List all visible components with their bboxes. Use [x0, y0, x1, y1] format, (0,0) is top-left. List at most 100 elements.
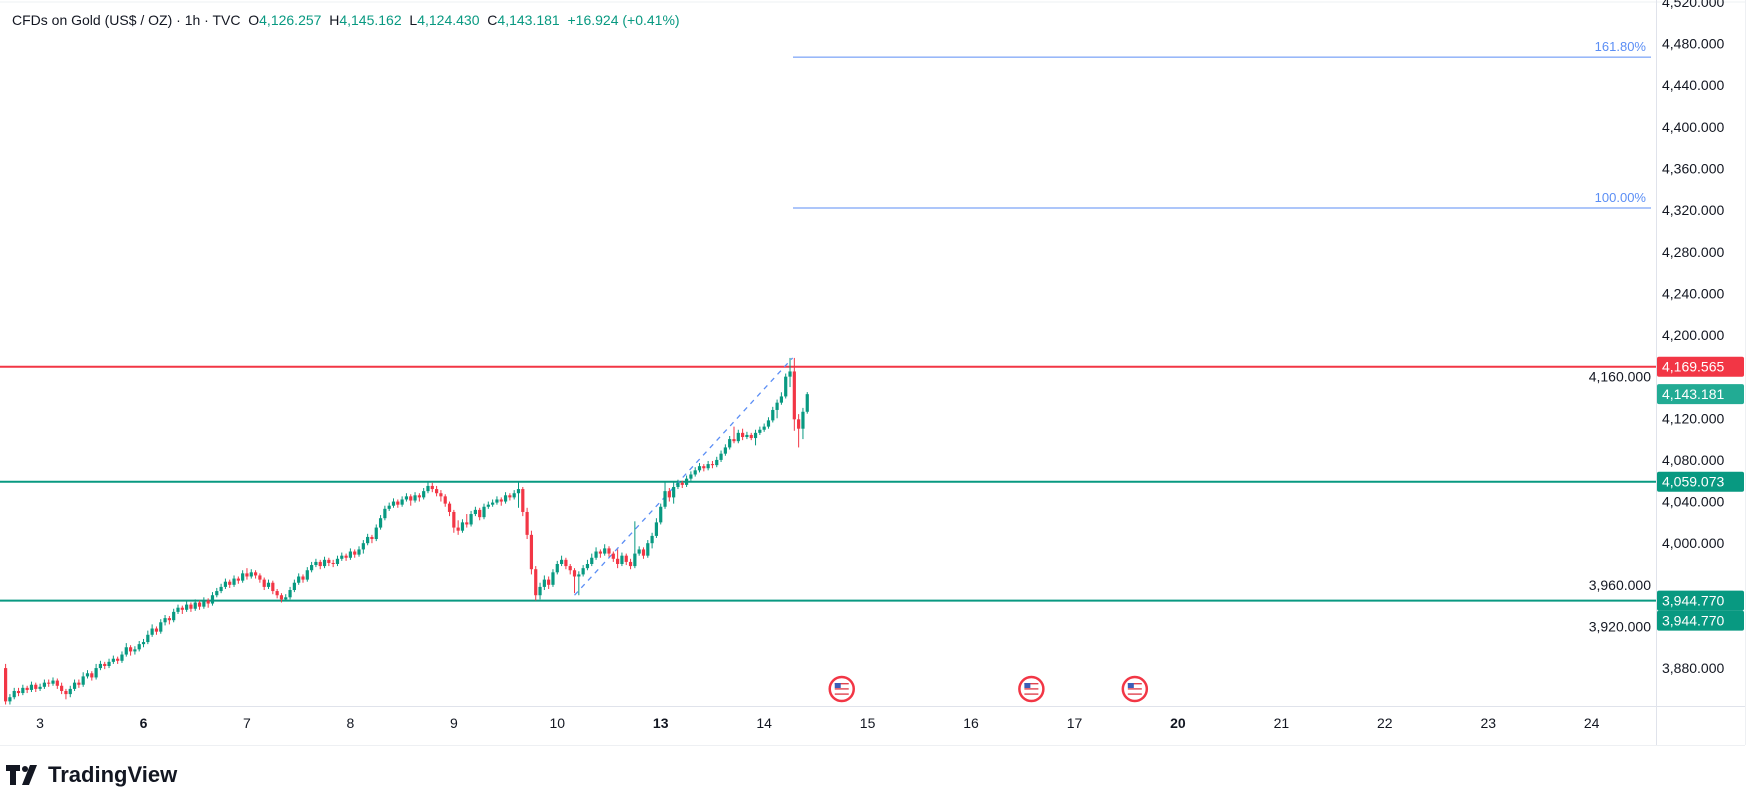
candle-up: [706, 464, 710, 469]
flag-canton: [1127, 683, 1134, 688]
candle-down: [279, 595, 284, 600]
close-value: 4,143.181: [497, 12, 560, 28]
candle-down: [430, 485, 434, 490]
candle-up: [590, 557, 594, 564]
candle-up: [172, 611, 176, 621]
candle-down: [611, 553, 615, 559]
x-tick-label: 8: [347, 715, 355, 731]
x-tick-label: 24: [1584, 715, 1600, 731]
candle-up: [672, 486, 676, 498]
candle-up: [223, 581, 228, 587]
candle-down: [564, 559, 568, 567]
candle-down: [154, 628, 159, 632]
candle-up: [762, 426, 766, 430]
flag-stripe: [1127, 690, 1142, 693]
candle-up: [85, 673, 90, 677]
candle-up: [659, 506, 663, 523]
flag-stripe: [834, 693, 849, 695]
y-tick-label: 4,360.000: [1662, 160, 1724, 176]
x-tick-label: 10: [549, 715, 565, 731]
candle-down: [353, 551, 357, 555]
flag-stripe: [834, 685, 849, 687]
low-value: 4,124.430: [417, 12, 480, 28]
candle-up: [663, 491, 667, 507]
us-flag-icon[interactable]: [828, 675, 855, 703]
candle-up: [736, 432, 740, 442]
candle-up: [176, 607, 180, 612]
candle-down: [710, 464, 715, 466]
candle-up: [314, 561, 318, 566]
tradingview-logo[interactable]: TradingView: [6, 762, 177, 788]
candle-down: [327, 559, 331, 563]
candle-up: [42, 682, 46, 687]
candle-up: [766, 420, 771, 427]
candle-down: [245, 573, 249, 577]
candle-up: [654, 522, 659, 536]
candle-up: [159, 622, 163, 632]
high-value: 4,145.162: [339, 12, 402, 28]
candle-down: [439, 493, 443, 497]
candle-up: [94, 668, 98, 678]
y-tick-label: 4,120.000: [1662, 410, 1724, 426]
flag-stripe: [1127, 683, 1142, 685]
candle-up: [684, 478, 689, 485]
trend-line: [574, 357, 794, 596]
price-label-box: [1657, 590, 1744, 611]
candle-up: [633, 553, 637, 567]
candle-up: [404, 496, 409, 500]
candle-down: [616, 558, 620, 564]
y-tick-label: 4,240.000: [1662, 285, 1724, 301]
x-tick-label: 7: [243, 715, 251, 731]
candle-up: [503, 495, 508, 502]
candle-down: [525, 511, 529, 535]
candle-up: [284, 597, 288, 600]
candle-up: [21, 687, 25, 694]
candle-down: [103, 663, 107, 666]
x-tick-label: 14: [756, 715, 772, 731]
candle-up: [542, 579, 546, 587]
candle-down: [409, 496, 413, 501]
x-tick-label: 16: [963, 715, 979, 731]
candle-up: [51, 680, 55, 684]
candle-up: [422, 491, 426, 498]
candle-down: [499, 499, 503, 502]
candle-up: [185, 604, 189, 610]
candle-up: [745, 434, 749, 438]
candle-up: [391, 501, 396, 506]
candle-up: [202, 600, 206, 607]
candle-down: [228, 581, 232, 585]
flag-stripe: [1127, 685, 1142, 687]
candle-down: [331, 562, 335, 564]
candle-up: [219, 586, 223, 592]
y-tick-label: 3,920.000: [1589, 618, 1651, 634]
candle-up: [322, 559, 327, 567]
open-value: 4,126.257: [259, 12, 322, 28]
candle-up: [512, 493, 516, 498]
candle-up: [146, 634, 150, 643]
candle-up: [771, 409, 775, 421]
candle-down: [47, 682, 51, 684]
candle-up: [620, 555, 624, 564]
candle-up: [491, 502, 495, 505]
flag-stripe: [1024, 693, 1039, 695]
x-tick-label: 22: [1377, 715, 1393, 731]
candle-down: [262, 579, 266, 587]
candle-up: [400, 499, 404, 505]
price-label-text: 4,059.073: [1662, 474, 1724, 490]
candle-up: [249, 572, 253, 577]
us-flag-icon[interactable]: [1121, 675, 1149, 703]
candle-down: [547, 579, 551, 585]
candle-down: [55, 680, 59, 686]
us-flag-icon[interactable]: [1018, 675, 1045, 703]
flag-stripe: [1024, 685, 1039, 687]
x-tick-label: 9: [450, 715, 458, 731]
candle-down: [318, 561, 322, 567]
symbol-legend: CFDs on Gold (US$ / OZ) · 1h · TVC O4,12…: [12, 12, 680, 28]
flag-stripe: [1127, 688, 1142, 690]
candle-down: [258, 575, 262, 580]
candle-up: [775, 402, 779, 410]
candle-up: [72, 682, 77, 689]
candle-down: [452, 511, 456, 528]
candle-up: [81, 676, 85, 685]
